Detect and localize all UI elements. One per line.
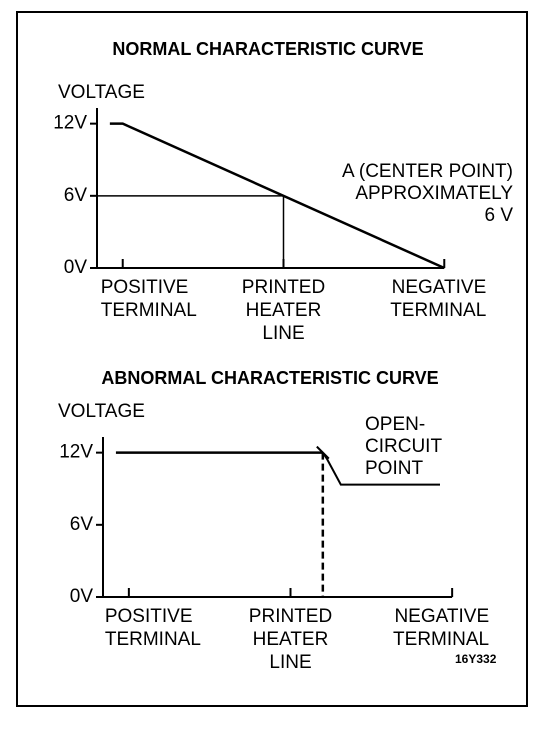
frame (16, 11, 528, 707)
x-tick-label: POSITIVE TERMINAL (105, 606, 201, 650)
y-axis-label: VOLTAGE (58, 401, 145, 422)
annotation: A (CENTER POINT) APPROXIMATELY 6 V (342, 161, 513, 226)
y-tick-label: 0V (70, 586, 94, 607)
x-tick-label: NEGATIVE TERMINAL (393, 606, 489, 650)
curve (109, 122, 445, 270)
y-tick-label: 6V (70, 514, 94, 535)
y-tick-label: 6V (64, 185, 88, 206)
y-tick-label: 12V (59, 442, 93, 463)
annotation: OPEN-CIRCUIT POINT (365, 414, 442, 479)
y-tick-label: 0V (64, 257, 88, 278)
x-tick-label: POSITIVE TERMINAL (101, 277, 197, 321)
x-tick-label: PRINTED HEATER LINE (242, 277, 325, 344)
leader-line (316, 445, 440, 486)
figure-code: 16Y332 (455, 652, 497, 666)
y-axis-label: VOLTAGE (58, 82, 145, 103)
x-tick-label: PRINTED HEATER LINE (249, 606, 332, 673)
chart-title: NORMAL CHARACTERISTIC CURVE (112, 39, 423, 59)
x-tick-label: NEGATIVE TERMINAL (390, 277, 486, 321)
y-tick-label: 12V (53, 113, 87, 134)
chart-title: ABNORMAL CHARACTERISTIC CURVE (101, 368, 438, 388)
